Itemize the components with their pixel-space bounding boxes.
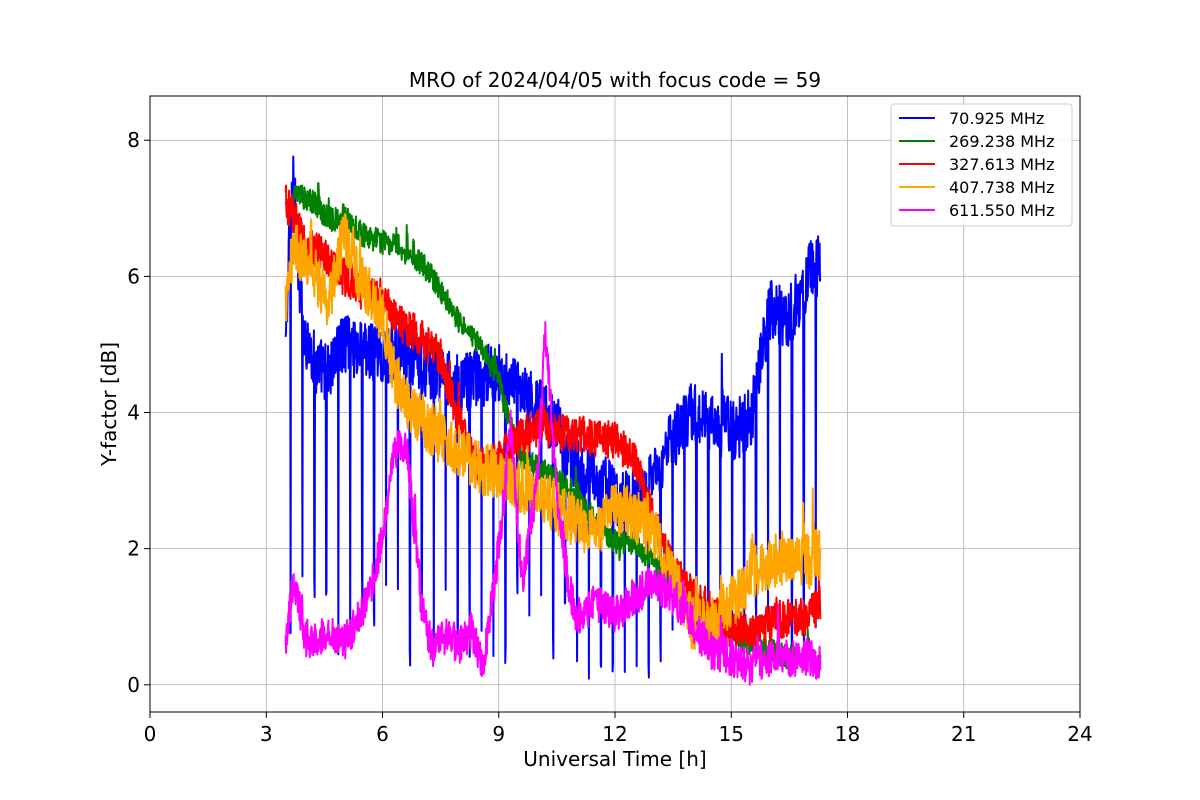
x-tick-label: 9 bbox=[492, 722, 505, 746]
legend-label: 407.738 MHz bbox=[949, 178, 1054, 197]
x-tick-label: 0 bbox=[144, 722, 157, 746]
x-tick-label: 6 bbox=[376, 722, 389, 746]
y-tick-label: 6 bbox=[127, 264, 140, 288]
y-axis-label: Y-factor [dB] bbox=[97, 342, 121, 467]
legend-label: 327.613 MHz bbox=[949, 155, 1054, 174]
legend-label: 269.238 MHz bbox=[949, 132, 1054, 151]
y-tick-label: 8 bbox=[127, 128, 140, 152]
series-line bbox=[284, 213, 822, 651]
x-tick-label: 21 bbox=[951, 722, 976, 746]
series-line bbox=[284, 321, 822, 686]
legend: 70.925 MHz 269.238 MHz 327.613 MHz 407.738 … bbox=[890, 103, 1073, 227]
x-tick-label: 24 bbox=[1067, 722, 1092, 746]
y-tick-label: 4 bbox=[127, 401, 140, 425]
y-tick-label: 0 bbox=[127, 673, 140, 697]
x-tick-label: 18 bbox=[835, 722, 860, 746]
x-axis-label: Universal Time [h] bbox=[523, 747, 706, 771]
x-tick-label: 12 bbox=[602, 722, 627, 746]
series-line bbox=[284, 155, 822, 680]
x-tick-label: 3 bbox=[260, 722, 273, 746]
chart-title: MRO of 2024/04/05 with focus code = 59 bbox=[409, 68, 821, 92]
legend-label: 70.925 MHz bbox=[949, 109, 1044, 128]
x-tick-label: 15 bbox=[719, 722, 744, 746]
y-tick-label: 2 bbox=[127, 537, 140, 561]
legend-label: 611.550 MHz bbox=[949, 201, 1054, 220]
plot-area bbox=[284, 155, 822, 686]
legend-box bbox=[890, 103, 1073, 227]
